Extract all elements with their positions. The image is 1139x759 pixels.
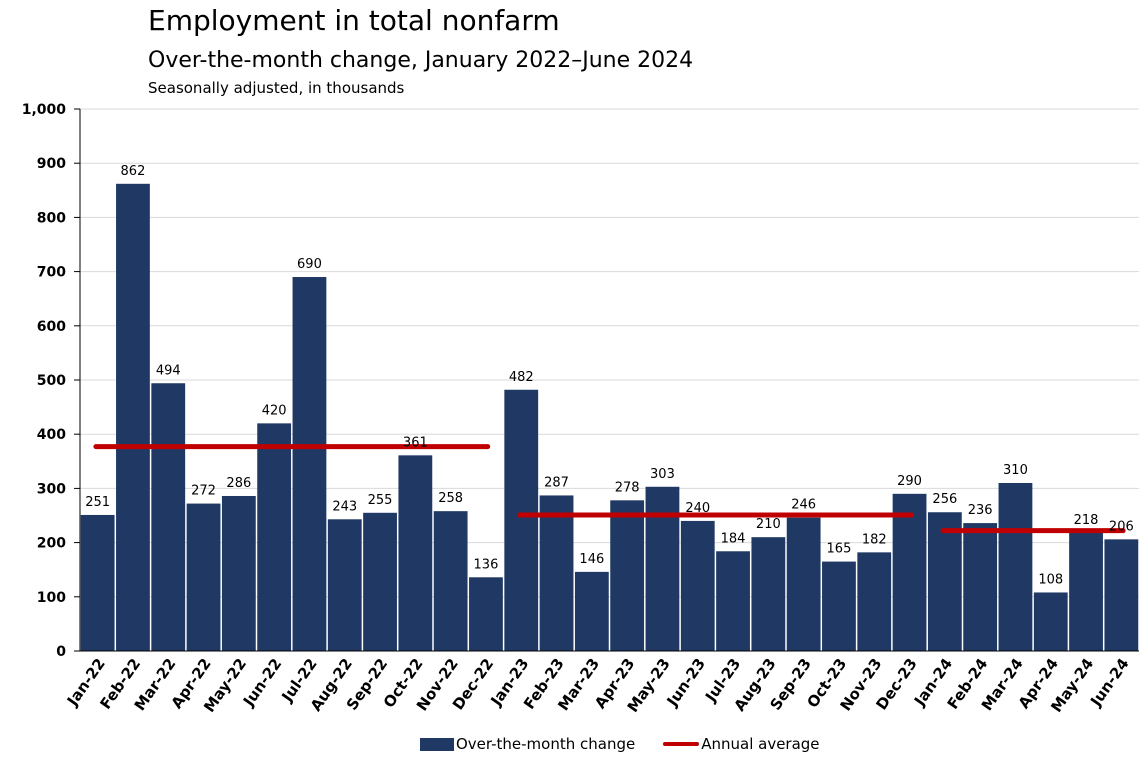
data-label: 136 (474, 557, 499, 572)
data-label: 258 (438, 491, 463, 506)
data-label: 165 (827, 542, 852, 557)
data-label: 286 (226, 476, 251, 491)
data-label: 236 (968, 503, 993, 518)
data-label: 278 (615, 480, 640, 495)
bar (1069, 532, 1103, 651)
bar (1104, 539, 1139, 651)
data-label: 210 (756, 517, 781, 532)
data-label: 108 (1038, 572, 1063, 587)
legend-swatch-line (663, 742, 700, 746)
bar (751, 537, 786, 651)
bar (998, 482, 1033, 651)
data-label: 243 (332, 499, 357, 514)
data-label: 287 (544, 475, 569, 490)
data-label: 862 (121, 164, 146, 179)
bar (363, 512, 397, 651)
bar (786, 517, 821, 651)
bar (822, 561, 856, 651)
y-tick-label: 1,000 (22, 102, 67, 118)
bar (574, 571, 609, 651)
chart-legend: Over-the-month change Annual average (0, 735, 1139, 759)
data-label: 246 (791, 498, 816, 513)
y-tick-label: 0 (56, 644, 66, 660)
data-label: 218 (1074, 513, 1099, 528)
y-tick-label: 700 (37, 265, 66, 281)
bar (857, 552, 892, 651)
y-tick-label: 800 (37, 210, 66, 226)
data-label: 290 (897, 474, 922, 489)
bar (80, 514, 115, 651)
bar (716, 551, 750, 651)
bar (610, 500, 645, 651)
chart-note: Seasonally adjusted, in thousands (148, 79, 405, 97)
data-label: 184 (721, 531, 746, 546)
bar (469, 577, 503, 651)
bar (645, 486, 680, 651)
y-tick-label: 600 (37, 319, 66, 335)
y-tick-label: 900 (37, 156, 66, 172)
bar (1033, 592, 1068, 651)
data-label: 256 (932, 492, 957, 507)
bar (680, 520, 715, 651)
chart-title: Employment in total nonfarm (148, 4, 560, 37)
y-tick-label: 300 (37, 481, 66, 497)
y-tick-label: 400 (37, 427, 66, 443)
bar (257, 423, 292, 651)
bar (151, 383, 186, 651)
data-label: 482 (509, 370, 534, 385)
bar (116, 183, 150, 651)
data-label: 494 (156, 363, 181, 378)
data-label: 251 (85, 495, 110, 510)
bar (539, 495, 574, 651)
data-label: 420 (262, 403, 287, 418)
data-label: 182 (862, 532, 887, 547)
legend-label-monthly: Over-the-month change (456, 735, 636, 753)
bar (221, 495, 256, 651)
bar (927, 512, 962, 651)
y-tick-label: 100 (37, 590, 66, 606)
data-label: 206 (1109, 519, 1134, 534)
data-label: 272 (191, 484, 216, 499)
bar (292, 277, 327, 651)
bar (186, 503, 221, 651)
y-tick-label: 200 (37, 536, 66, 552)
legend-swatch-bar (420, 737, 454, 751)
data-label: 361 (403, 435, 428, 450)
bar (433, 511, 468, 651)
bar (398, 455, 433, 651)
bar (504, 389, 539, 651)
bar (963, 523, 998, 651)
bar (327, 519, 362, 651)
data-label: 303 (650, 467, 675, 482)
data-label: 690 (297, 257, 322, 272)
data-label: 255 (368, 493, 393, 508)
chart-subtitle: Over-the-month change, January 2022–June… (148, 48, 694, 73)
bar (892, 493, 927, 651)
data-label: 240 (685, 501, 710, 516)
y-tick-label: 500 (37, 373, 66, 389)
data-label: 310 (1003, 463, 1028, 478)
data-label: 146 (579, 552, 604, 567)
legend-label-average: Annual average (701, 735, 820, 753)
